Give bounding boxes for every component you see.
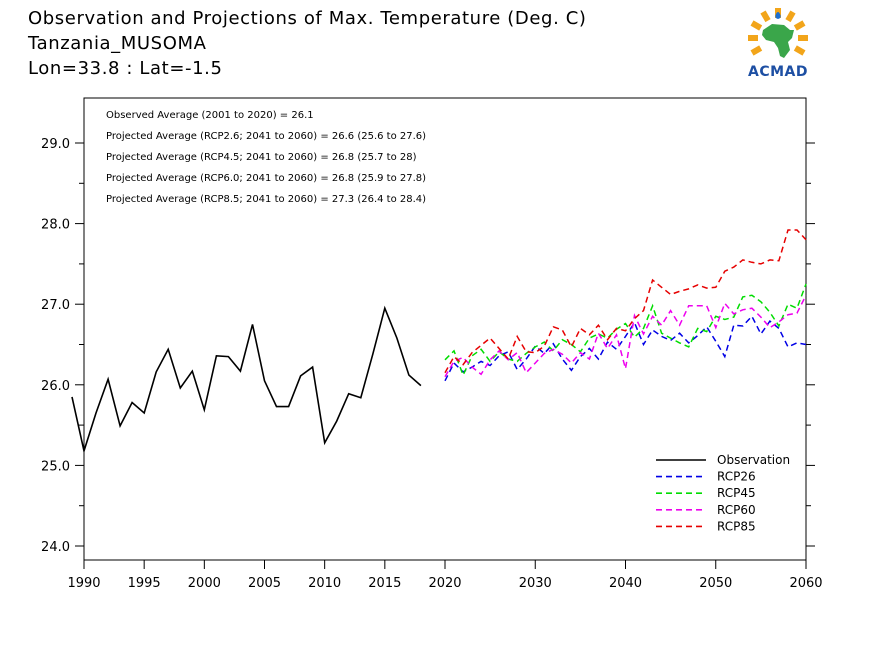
annotation-line: Projected Average (RCP8.5; 2041 to 2060)… [106,194,426,205]
legend-label-rcp26: RCP26 [717,470,756,484]
annotation-line: Observed Average (2001 to 2020) = 26.1 [106,110,314,121]
y-tick-label: 25.0 [41,459,70,474]
series-line-rcp60 [444,294,807,378]
legend-label-observation: Observation [717,453,790,467]
station-coordinates: Lon=33.8 : Lat=-1.5 [28,58,223,79]
x-tick-label: 2000 [188,576,221,591]
station-name: Tanzania_MUSOMA [28,33,207,54]
x-tick-label: 2010 [308,576,341,591]
series-line-rcp85 [444,229,807,374]
y-tick-label: 24.0 [41,540,70,555]
x-tick-label: 2015 [368,576,401,591]
legend-label-rcp45: RCP45 [717,486,756,500]
x-tick-label: 2030 [519,576,552,591]
y-tick-label: 26.0 [41,379,70,394]
y-tick-label: 27.0 [41,298,70,313]
annotation-line: Projected Average (RCP4.5; 2041 to 2060)… [106,152,417,163]
acmad-logo: ACMAD [738,8,818,84]
y-tick-label: 28.0 [41,218,70,233]
annotation-line: Projected Average (RCP6.0; 2041 to 2060)… [106,173,426,184]
x-tick-label: 1990 [67,576,100,591]
annotation-line: Projected Average (RCP2.6; 2041 to 2060)… [106,131,426,142]
x-tick-label: 2040 [609,576,642,591]
x-tick-label: 2060 [789,576,822,591]
series-line-observation [71,305,422,454]
x-tick-label: 2050 [699,576,732,591]
y-tick-label: 29.0 [41,137,70,152]
acmad-logo-text: ACMAD [748,64,808,80]
legend-label-rcp85: RCP85 [717,519,756,533]
series-line-rcp45 [444,283,807,378]
legend-label-rcp60: RCP60 [717,503,756,517]
chart-title: Observation and Projections of Max. Temp… [28,8,587,29]
africa-map-icon [748,8,808,58]
x-tick-label: 2020 [428,576,461,591]
x-tick-label: 2005 [248,576,281,591]
x-tick-label: 1995 [128,576,161,591]
series-line-rcp26 [444,315,807,382]
